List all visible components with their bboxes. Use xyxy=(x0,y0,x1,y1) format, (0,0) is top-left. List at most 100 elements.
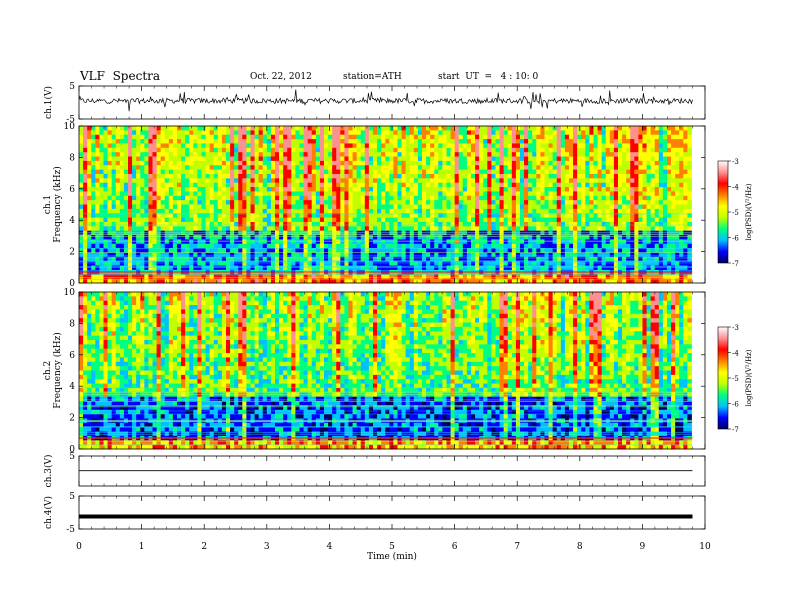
spectrogram-cell xyxy=(181,156,186,162)
spectrogram-cell xyxy=(291,248,296,253)
spectrogram-cell xyxy=(307,191,313,197)
spectrogram-cell xyxy=(299,139,304,144)
spectrogram-cell xyxy=(589,217,594,223)
spectrogram-cell xyxy=(250,265,255,271)
spectrogram-cell xyxy=(336,169,341,175)
spectrogram-cell xyxy=(242,200,247,205)
spectrogram-cell xyxy=(642,165,647,171)
spectrogram-cell xyxy=(319,208,325,214)
spectrogram-cell xyxy=(466,278,472,284)
spectrogram-cell xyxy=(213,235,219,240)
spectrogram-cell xyxy=(336,261,341,266)
spectrogram-cell xyxy=(381,130,386,136)
spectrogram-cell xyxy=(356,139,362,144)
spectrogram-cell xyxy=(299,143,304,149)
spectrogram-cell xyxy=(336,256,341,262)
spectrogram-cell xyxy=(287,221,292,227)
spectrogram-cell xyxy=(585,139,590,144)
spectrogram-cell xyxy=(372,252,378,258)
spectrogram-cell xyxy=(209,191,215,197)
spectrogram-cell xyxy=(246,165,251,171)
spectrogram-cell xyxy=(340,261,345,266)
spectrogram-cell xyxy=(319,178,325,184)
spectrogram-cell xyxy=(152,143,157,149)
spectrogram-cell xyxy=(483,213,488,218)
spectrogram-cell xyxy=(544,139,549,144)
spectrogram-cell xyxy=(577,130,582,136)
spectrogram-cell xyxy=(332,261,337,266)
spectrogram-cell xyxy=(340,134,345,140)
spectrogram-cell xyxy=(597,278,603,284)
spectrogram-cell xyxy=(638,221,643,227)
spectrogram-cell xyxy=(409,261,415,266)
spectrogram-cell xyxy=(446,243,451,249)
spectrogram-cell xyxy=(291,134,296,140)
spectrogram-cell xyxy=(368,160,374,166)
spectrogram-cell xyxy=(434,261,439,266)
spectrogram-cell xyxy=(634,139,639,144)
spectrogram-cell xyxy=(303,256,309,262)
spectrogram-cell xyxy=(446,221,451,227)
spectrogram-cell xyxy=(540,187,545,192)
spectrogram-cell xyxy=(177,221,182,227)
spectrogram-cell xyxy=(434,143,439,149)
spectrogram-cell xyxy=(368,208,374,214)
spectrogram-cell xyxy=(209,143,215,149)
spectrogram-cell xyxy=(634,226,639,232)
spectrogram-cell xyxy=(540,195,545,201)
spectrogram-cell xyxy=(274,156,280,162)
spectrogram-cell xyxy=(372,278,378,284)
spectrogram-cell xyxy=(234,208,239,214)
spectrogram-cell xyxy=(299,217,304,223)
spectrogram-cell xyxy=(458,165,464,171)
spectrogram-cell xyxy=(364,221,370,227)
spectrogram-cell xyxy=(168,248,174,253)
spectrogram-cell xyxy=(593,256,598,262)
spectrogram-cell xyxy=(401,191,407,197)
spectrogram-cell xyxy=(209,173,215,179)
spectrogram-cell xyxy=(597,134,603,140)
spectrogram-cell xyxy=(479,226,484,232)
spectrogram-cell xyxy=(626,182,631,188)
spectrogram-cell xyxy=(413,221,419,227)
spectrogram-cell xyxy=(246,208,251,214)
spectrogram-cell xyxy=(311,187,317,192)
spectrogram-cell xyxy=(283,243,288,249)
spectrogram-cell xyxy=(299,160,304,166)
spectrogram-cell xyxy=(152,182,157,188)
spectrogram-cell xyxy=(168,139,174,144)
spectrogram-cell xyxy=(197,235,202,240)
spectrogram-cell xyxy=(152,187,157,192)
spectrogram-cell xyxy=(307,130,313,136)
spectrogram-cell xyxy=(507,195,513,201)
spectrogram-cell xyxy=(368,248,374,253)
spectrogram-cell xyxy=(397,139,402,144)
spectrogram-cell xyxy=(630,195,635,201)
spectrogram-cell xyxy=(115,147,121,153)
spectrogram-cell xyxy=(442,204,447,210)
spectrogram-cell xyxy=(356,178,362,184)
spectrogram-cell xyxy=(613,134,619,140)
spectrogram-cell xyxy=(315,252,321,258)
spectrogram-cell xyxy=(144,200,149,205)
spectrogram-cell xyxy=(421,265,427,271)
spectrogram-cell xyxy=(462,195,468,201)
spectrogram-cell xyxy=(581,156,586,162)
spectrogram-cell xyxy=(617,160,623,166)
spectrogram-cell xyxy=(136,248,141,253)
spectrogram-cell xyxy=(507,217,513,223)
spectrogram-cell xyxy=(107,239,113,245)
spectrogram-cell xyxy=(556,143,562,149)
spectrogram-cell xyxy=(401,226,407,232)
spectrogram-cell xyxy=(279,248,284,253)
spectrogram-cell xyxy=(605,134,611,140)
spectrogram-cell xyxy=(103,178,108,184)
spectrogram-cell xyxy=(470,248,476,253)
spectrogram-cell xyxy=(111,235,117,240)
spectrogram-cell xyxy=(181,160,186,166)
spectrogram-cell xyxy=(213,139,219,144)
spectrogram-cell xyxy=(491,235,496,240)
spectrogram-cell xyxy=(626,152,631,157)
spectrogram-cell xyxy=(438,221,443,227)
spectrogram-cell xyxy=(593,261,598,266)
